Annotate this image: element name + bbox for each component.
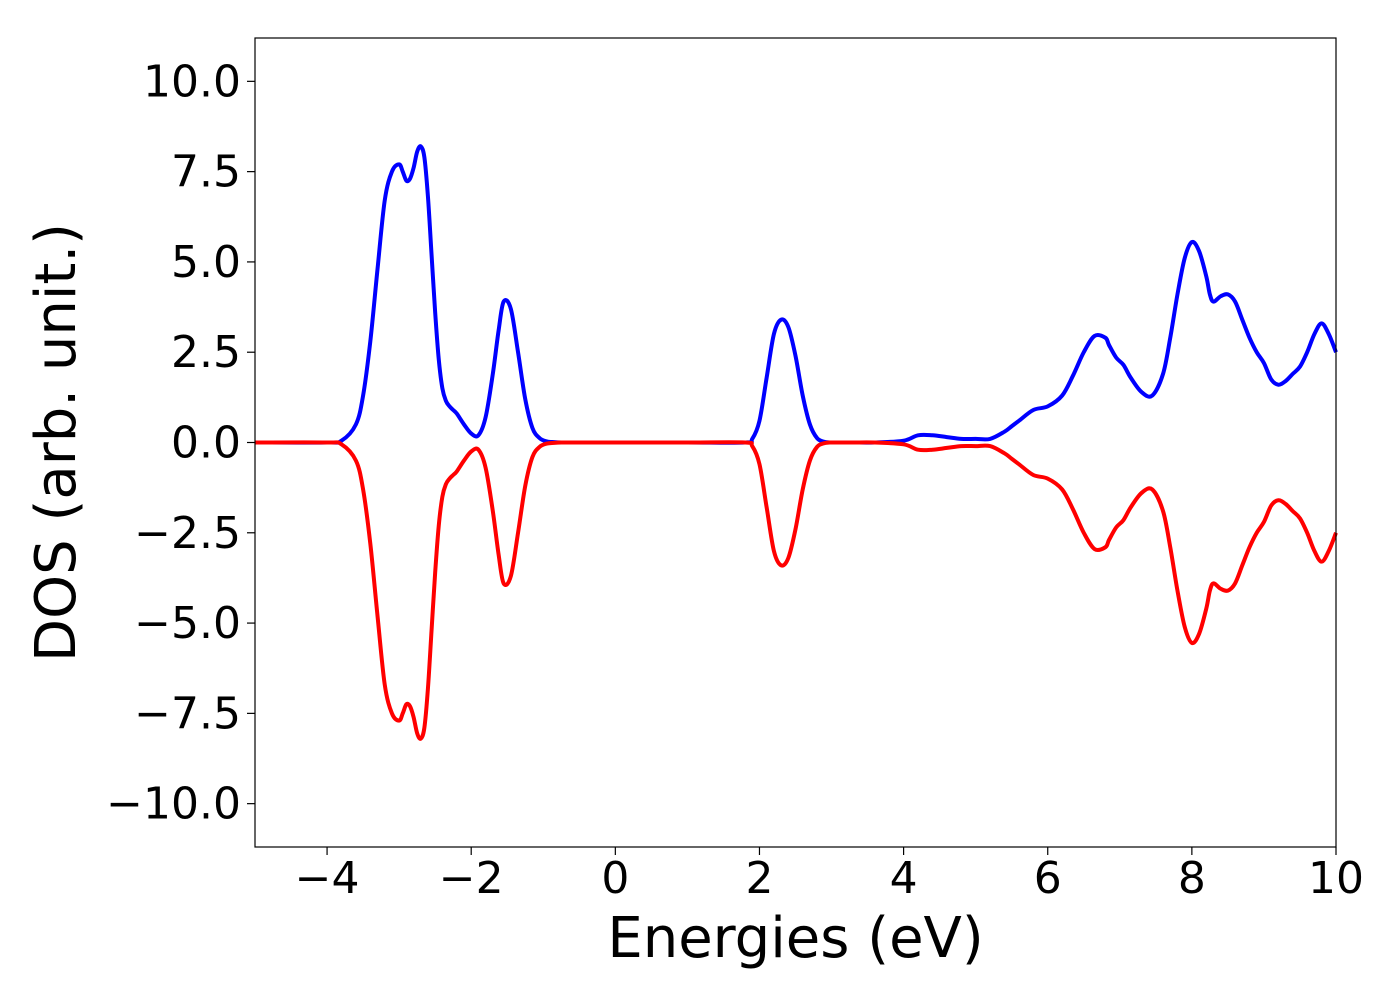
x-axis-title: Energies (eV)	[607, 906, 983, 971]
y-axis-ticks: −10.0 −7.5 −5.0 −2.5 0.0 2.5 5.0 7.5 10.0	[106, 56, 255, 830]
y-tick-label: 0.0	[171, 418, 241, 469]
plot-frame	[254, 37, 1337, 848]
x-tick-label: 0	[601, 853, 629, 904]
x-tick-label: 4	[890, 853, 918, 904]
y-tick-label: 7.5	[171, 147, 241, 198]
y-tick-label: 5.0	[171, 237, 241, 288]
y-axis-title: DOS (arb. unit.)	[24, 223, 89, 662]
y-tick-label: −10.0	[106, 779, 241, 830]
y-tick-label: 2.5	[171, 327, 241, 378]
x-tick-label: 6	[1034, 853, 1062, 904]
x-tick-label: 2	[745, 853, 773, 904]
series-layer	[254, 144, 1338, 741]
x-tick-label: 10	[1308, 853, 1364, 904]
dos-spin-up-line	[254, 144, 1338, 445]
x-axis-ticks: −4 −2 0 2 4 6 8 10	[295, 847, 1364, 904]
y-tick-label: −5.0	[134, 598, 241, 649]
dos-spin-down-line	[254, 440, 1338, 741]
x-tick-label: 8	[1178, 853, 1206, 904]
y-tick-label: −2.5	[134, 508, 241, 559]
x-tick-label: −4	[295, 853, 360, 904]
y-tick-label: −7.5	[134, 688, 241, 739]
x-tick-label: −2	[439, 853, 504, 904]
y-tick-label: 10.0	[143, 56, 241, 107]
